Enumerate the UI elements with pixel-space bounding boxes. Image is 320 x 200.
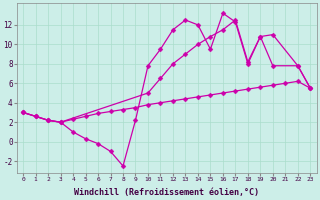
X-axis label: Windchill (Refroidissement éolien,°C): Windchill (Refroidissement éolien,°C) [74, 188, 259, 197]
